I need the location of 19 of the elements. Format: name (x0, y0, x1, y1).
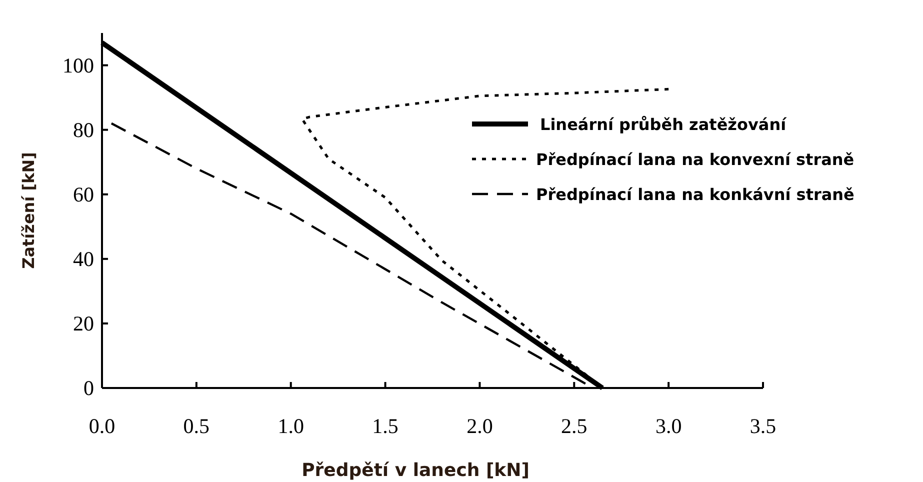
x-tick-label: 0.0 (88, 414, 116, 438)
legend-label: Předpínací lana na konkávní straně (536, 185, 855, 204)
x-tick-label: 2.5 (561, 414, 588, 438)
x-tick-label: 3.5 (750, 414, 776, 438)
y-tick-label: 100 (62, 53, 94, 78)
y-tick-label: 20 (73, 311, 94, 336)
y-tick-label: 80 (73, 118, 94, 142)
x-tick-label: 1.0 (278, 414, 304, 438)
y-axis-title: Zatížení [kN] (19, 152, 38, 269)
legend-label: Předpínací lana na konvexní straně (536, 150, 854, 169)
x-tick-label: 3.0 (655, 414, 682, 438)
x-axis-title: Předpětí v lanech [kN] (302, 460, 530, 481)
y-tick-label: 0 (84, 376, 94, 400)
x-tick-label: 2.0 (466, 414, 493, 438)
x-tick-label: 1.5 (372, 414, 398, 438)
legend-label: Lineární průběh zatěžování (540, 115, 788, 134)
y-tick-label: 60 (73, 182, 94, 206)
y-tick-label: 40 (73, 246, 94, 271)
x-tick-label: 0.5 (183, 414, 210, 438)
